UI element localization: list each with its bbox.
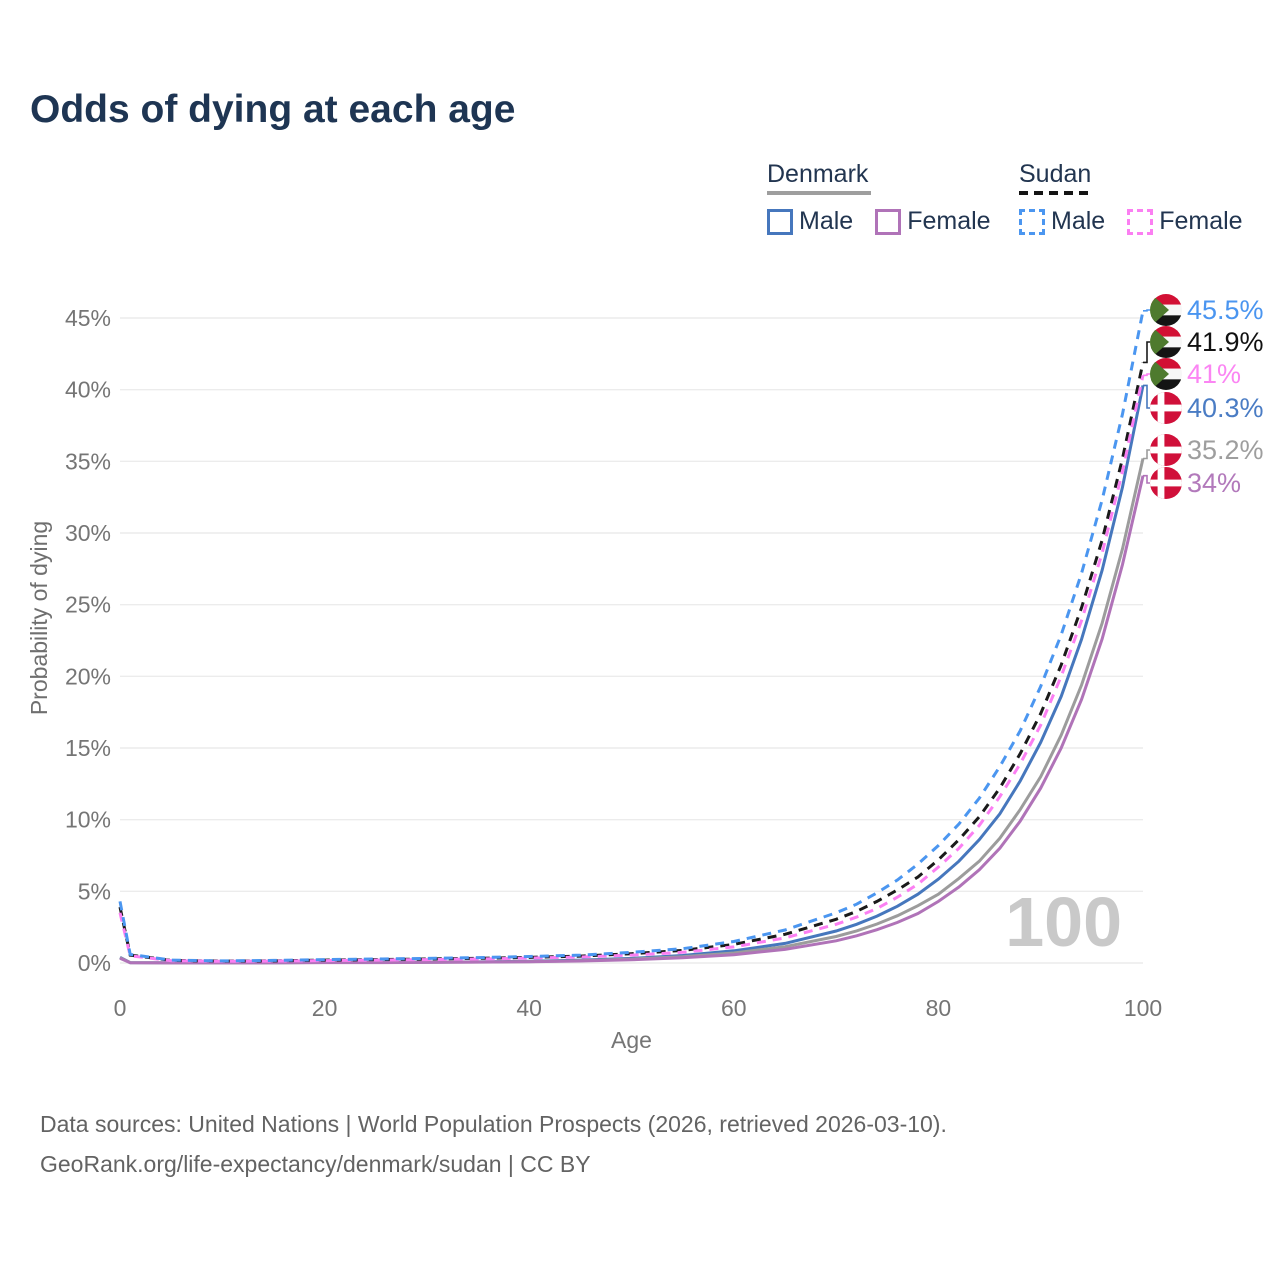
series-line-denmark-both[interactable]	[119, 458, 1145, 965]
denmark-line-style-sample	[767, 191, 871, 195]
legend-label-sudan-female[interactable]: Female	[1159, 207, 1243, 235]
end-label-value-denmark-female: 34%	[1187, 468, 1241, 498]
label-connector	[1143, 449, 1150, 460]
y-tick-label: 5%	[78, 878, 111, 904]
label-connector	[1143, 474, 1150, 484]
x-axis-title: Age	[611, 1027, 652, 1053]
label-connector	[1143, 373, 1150, 377]
gridlines	[120, 317, 1143, 964]
sudan-flag-icon	[1150, 294, 1182, 326]
y-axis-ticks: 0% 5% 10% 15% 20% 25% 30% 35% 40% 45%	[65, 305, 111, 976]
x-tick-label: 80	[926, 995, 952, 1021]
sudan-line-style-sample	[1019, 191, 1089, 195]
end-label-value-denmark-male: 40.3%	[1187, 393, 1264, 423]
footer: Data sources: United Nations | World Pop…	[40, 1104, 947, 1184]
age-watermark: 100	[1005, 883, 1122, 961]
x-tick-label: 60	[721, 995, 747, 1021]
x-tick-label: 100	[1124, 995, 1162, 1021]
legend-title-denmark: Denmark	[767, 160, 869, 188]
legend-swatch-sudan-male[interactable]	[1019, 208, 1045, 235]
y-tick-label: 10%	[65, 807, 111, 833]
legend-label-sudan-male[interactable]: Male	[1051, 207, 1106, 235]
series-line-denmark-female[interactable]	[119, 475, 1145, 965]
y-tick-label: 30%	[65, 520, 111, 546]
end-labels: 40.3% 35.2%34% 41.9%41% 45.5%	[1143, 294, 1264, 499]
legend-label-denmark-male[interactable]: Male	[799, 207, 854, 235]
y-tick-label: 0%	[78, 950, 111, 976]
end-label-value-denmark-both: 35.2%	[1187, 435, 1264, 465]
y-tick-label: 40%	[65, 377, 111, 403]
series-line-sudan-male[interactable]	[118, 310, 1145, 963]
attribution-text: GeoRank.org/life-expectancy/denmark/suda…	[40, 1151, 591, 1177]
legend-group-denmark: Denmark Male Female	[767, 160, 1013, 236]
legend-group-sudan: Sudan Male Female	[1019, 160, 1265, 236]
y-tick-label: 35%	[65, 448, 111, 474]
legend-swatch-denmark-male[interactable]	[767, 208, 793, 235]
legend-swatch-denmark-female[interactable]	[875, 208, 902, 235]
y-tick-label: 25%	[65, 592, 111, 618]
end-label-value-sudan-male: 45.5%	[1187, 295, 1264, 325]
x-tick-label: 20	[312, 995, 338, 1021]
denmark-flag-icon	[1150, 467, 1182, 499]
denmark-flag-icon	[1150, 434, 1182, 466]
denmark-flag-icon	[1150, 392, 1182, 424]
y-tick-label: 45%	[65, 305, 111, 331]
legend-swatch-sudan-female[interactable]	[1127, 208, 1154, 235]
series-lines	[118, 310, 1145, 965]
sudan-flag-icon	[1150, 358, 1182, 390]
legend-title-sudan: Sudan	[1019, 160, 1092, 188]
series-line-sudan-both[interactable]	[118, 362, 1145, 963]
label-connector	[1143, 384, 1150, 409]
label-connector	[1143, 309, 1150, 312]
x-tick-label: 0	[114, 995, 127, 1021]
legend-label-denmark-female[interactable]: Female	[907, 207, 991, 235]
y-axis-title: Probability of dying	[26, 521, 52, 715]
series-line-denmark-male[interactable]	[119, 385, 1145, 965]
sudan-flag-icon	[1150, 326, 1182, 358]
y-tick-label: 15%	[65, 735, 111, 761]
y-tick-label: 20%	[65, 663, 111, 689]
x-axis-ticks: 0 20 40 60 80 100	[114, 995, 1163, 1021]
series-line-sudan-female[interactable]	[118, 374, 1145, 963]
x-tick-label: 40	[516, 995, 542, 1021]
label-connector	[1143, 341, 1150, 364]
legend: Denmark Male Female Sudan Male Female	[0, 160, 1280, 250]
end-label-value-sudan-female: 41%	[1187, 359, 1241, 389]
end-label-value-sudan-both: 41.9%	[1187, 327, 1264, 357]
page-title: Odds of dying at each age	[30, 88, 516, 131]
data-sources-text: Data sources: United Nations | World Pop…	[40, 1111, 947, 1137]
